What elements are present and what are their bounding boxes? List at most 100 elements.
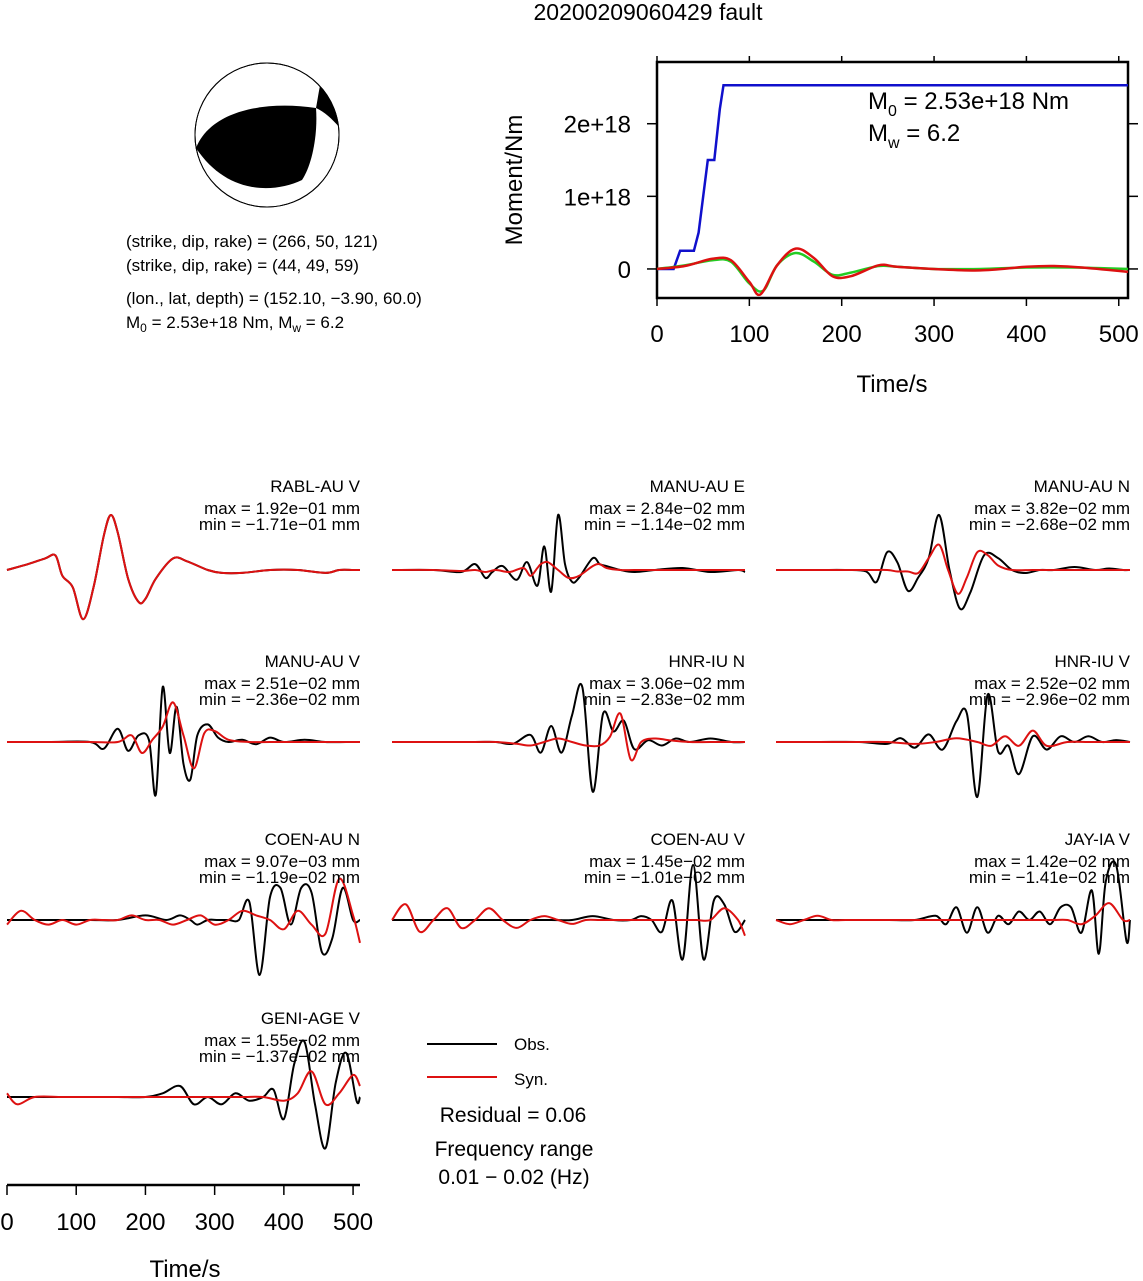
moment-plot-frame: [655, 60, 1130, 300]
focal-mechanism-beachball: [194, 62, 340, 208]
synthetic-waveform: [391, 903, 746, 937]
max-amplitude-label: max = 1.55e−02 mm: [204, 1031, 360, 1050]
moment-yticks: 0 1e+18 2e+18: [564, 112, 1138, 284]
station-label: COEN-AU N: [265, 830, 360, 849]
min-amplitude-label: min = −1.19e−02 mm: [199, 868, 360, 887]
moment-annotation-mw: Mw = 6.2: [868, 120, 960, 152]
legend-syn-label: Syn.: [514, 1070, 548, 1089]
moment-xtick-label: 100: [729, 321, 769, 348]
moment-xtick-label: 200: [822, 321, 862, 348]
waveform-time-axis: 0 100 200 300 400 500 Time/s: [0, 1183, 373, 1281]
waveform-xlabel: Time/s: [149, 1256, 220, 1281]
beachball-compressional-quadrant-2: [316, 78, 339, 128]
nodal-plane-2-text: (strike, dip, rake) = (44, 49, 59): [126, 256, 359, 275]
observed-waveform: [6, 883, 361, 977]
max-amplitude-label: max = 3.06e−02 mm: [589, 674, 745, 693]
figure-title: 20200209060429 fault: [534, 0, 764, 25]
moment-annotation-m0: M0 = 2.53e+18 Nm: [868, 88, 1069, 120]
focal-parameters: (strike, dip, rake) = (266, 50, 121) (st…: [126, 232, 422, 335]
min-amplitude-label: min = −2.68e−02 mm: [969, 515, 1130, 534]
min-amplitude-label: min = −2.83e−02 mm: [584, 690, 745, 709]
station-label: JAY-IA V: [1065, 830, 1131, 849]
synthetic-waveform: [775, 902, 1131, 926]
magnitude-text: M0 = 2.53e+18 Nm, Mw = 6.2: [126, 313, 344, 335]
min-amplitude-label: min = −1.14e−02 mm: [584, 515, 745, 534]
legend: Obs. Syn. Residual = 0.06 Frequency rang…: [427, 1035, 593, 1189]
residual-text: Residual = 0.06: [440, 1104, 587, 1127]
moment-series-line-2: [656, 247, 1129, 297]
waveform-xticks: 0 100 200 300 400 500: [0, 1185, 373, 1236]
max-amplitude-label: max = 2.84e−02 mm: [589, 499, 745, 518]
station-label: HNR-IU V: [1054, 652, 1130, 671]
max-amplitude-label: max = 9.07e−03 mm: [204, 852, 360, 871]
max-amplitude-label: max = 1.45e−02 mm: [589, 852, 745, 871]
station-label: GENI-AGE V: [261, 1009, 361, 1028]
moment-ytick-label: 1e+18: [564, 184, 631, 211]
moment-ytick-label: 0: [618, 257, 631, 284]
station-label: MANU-AU E: [650, 477, 745, 496]
waveform-xtick-label: 500: [333, 1209, 373, 1236]
station-label: MANU-AU V: [265, 652, 361, 671]
moment-xtick-label: 0: [650, 321, 663, 348]
waveform-xtick-label: 200: [125, 1209, 165, 1236]
synthetic-waveform: [775, 729, 1130, 748]
moment-series-line-0: [657, 83, 1128, 271]
moment-xtick-label: 500: [1099, 321, 1139, 348]
station-label: RABL-AU V: [270, 477, 360, 496]
frequency-range-label: Frequency range: [435, 1138, 594, 1161]
synthetic-waveform: [6, 877, 361, 944]
min-amplitude-label: min = −2.96e−02 mm: [969, 690, 1130, 709]
max-amplitude-label: max = 2.52e−02 mm: [974, 674, 1130, 693]
observed-waveform: [775, 693, 1131, 799]
synthetic-waveform: [391, 712, 745, 762]
min-amplitude-label: min = −1.71e−01 mm: [199, 515, 360, 534]
moment-xtick-label: 400: [1006, 321, 1046, 348]
synthetic-waveform: [6, 1070, 361, 1107]
min-amplitude-label: min = −2.36e−02 mm: [199, 690, 360, 709]
observed-waveform: [776, 513, 1131, 611]
station-label: MANU-AU N: [1034, 477, 1130, 496]
max-amplitude-label: max = 3.82e−02 mm: [974, 499, 1130, 518]
location-text: (lon., lat, depth) = (152.10, −3.90, 60.…: [126, 289, 422, 308]
station-label: HNR-IU N: [669, 652, 746, 671]
min-amplitude-label: min = −1.01e−02 mm: [584, 868, 745, 887]
waveform-xtick-label: 100: [56, 1209, 96, 1236]
waveform-xtick-label: 300: [195, 1209, 235, 1236]
max-amplitude-label: max = 1.92e−01 mm: [204, 499, 360, 518]
beachball-compressional-quadrant-1: [196, 105, 317, 189]
waveform-xtick-label: 0: [0, 1209, 13, 1236]
nodal-plane-1-text: (strike, dip, rake) = (266, 50, 121): [126, 232, 378, 251]
synthetic-waveform: [776, 543, 1130, 595]
min-amplitude-label: min = −1.41e−02 mm: [969, 868, 1130, 887]
moment-rate-plot: Moment/Nm Time/s M0 = 2.53e+18 Nm Mw = 6…: [501, 56, 1139, 398]
min-amplitude-label: min = −1.37e−02 mm: [199, 1047, 360, 1066]
moment-ylabel: Moment/Nm: [501, 115, 528, 246]
max-amplitude-label: max = 1.42e−02 mm: [974, 852, 1130, 871]
synthetic-waveform: [6, 701, 360, 770]
moment-xtick-label: 300: [914, 321, 954, 348]
moment-series: [656, 83, 1129, 297]
synthetic-waveform: [6, 514, 360, 621]
moment-ytick-label: 2e+18: [564, 112, 631, 139]
moment-xlabel: Time/s: [856, 371, 927, 398]
legend-obs-label: Obs.: [514, 1035, 550, 1054]
max-amplitude-label: max = 2.51e−02 mm: [204, 674, 360, 693]
synthetic-waveform: [391, 560, 745, 580]
frequency-range-value: 0.01 − 0.02 (Hz): [438, 1166, 589, 1189]
waveform-xtick-label: 400: [264, 1209, 304, 1236]
moment-xticks: 0 100 200 300 400 500: [650, 56, 1139, 348]
station-label: COEN-AU V: [651, 830, 746, 849]
